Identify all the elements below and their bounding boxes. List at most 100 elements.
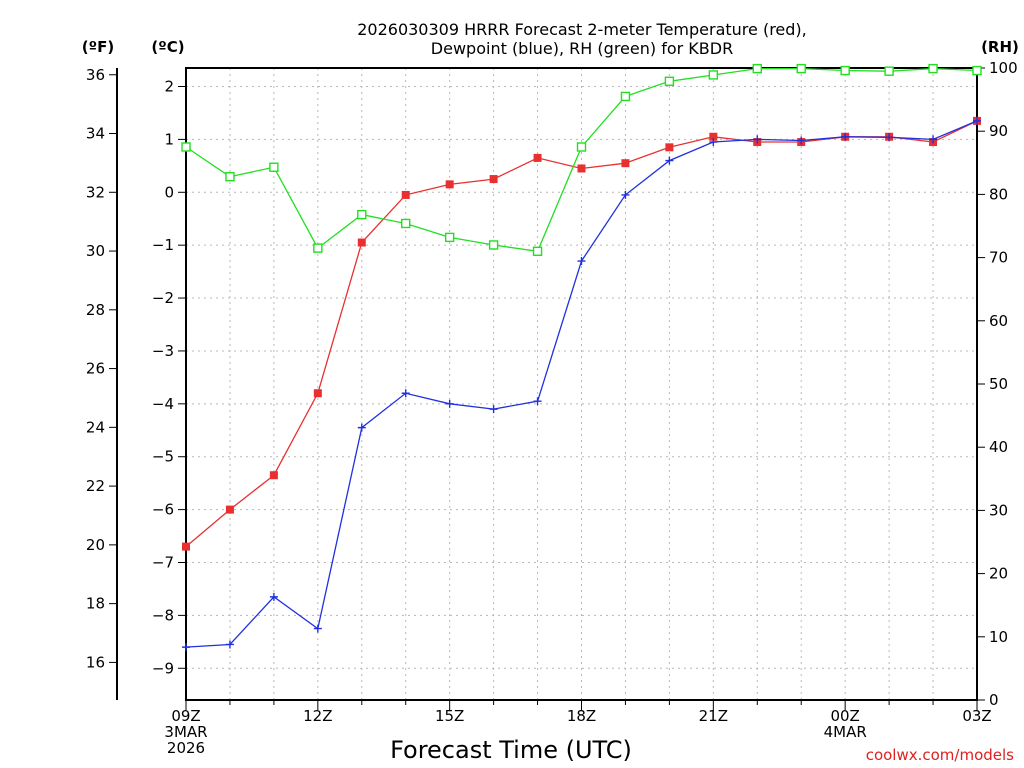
dewpoint-point	[929, 135, 938, 144]
rh-point	[532, 246, 543, 256]
rh-tick-label: 0	[989, 691, 999, 709]
temperature-point	[357, 238, 366, 247]
celsius-tick-label: −4	[152, 395, 174, 413]
rh-point	[225, 172, 235, 182]
x-tick-label: 15Z	[435, 707, 464, 725]
celsius-tick-label: 2	[164, 78, 174, 96]
dewpoint-point	[753, 135, 762, 144]
fahrenheit-tick-label: 16	[86, 653, 105, 671]
rh-point	[840, 65, 850, 76]
dewpoint-point	[533, 397, 542, 406]
x-tick-label: 09Z	[171, 707, 200, 725]
fahrenheit-tick-label: 34	[86, 125, 105, 143]
rh-tick-label: 70	[989, 249, 1008, 267]
dewpoint-point	[269, 592, 278, 601]
x-tick-label: 00Z	[830, 707, 859, 725]
x-tick-label: 3MAR	[164, 723, 207, 741]
x-tick-label: 21Z	[699, 707, 728, 725]
rh-point	[444, 232, 455, 243]
temperature-point	[533, 153, 542, 162]
rh-point	[884, 66, 894, 76]
rh-point	[664, 76, 675, 86]
dewpoint-point	[577, 257, 586, 266]
fahrenheit-tick-label: 30	[86, 242, 105, 260]
x-axis-label: Forecast Time (UTC)	[390, 736, 632, 764]
x-tick-label: 18Z	[567, 707, 596, 725]
x-tick-label: 2026	[167, 739, 205, 757]
grid	[186, 68, 977, 700]
series-lines	[181, 63, 982, 652]
x-tick-label: 4MAR	[824, 723, 867, 741]
fahrenheit-tick-label: 26	[86, 360, 105, 378]
celsius-tick-label: −1	[152, 236, 174, 254]
temperature-point	[709, 132, 718, 141]
plot-frame	[185, 67, 978, 701]
celsius-tick-label: −3	[152, 342, 174, 360]
rh-tick-label: 60	[989, 312, 1008, 330]
temperature-point	[445, 180, 454, 189]
rh-tick-label: 40	[989, 438, 1008, 456]
rh-tick-label: 10	[989, 628, 1008, 646]
axes	[109, 67, 985, 710]
x-tick-label: 12Z	[303, 707, 332, 725]
temperature-point	[313, 389, 322, 398]
temperature-point	[665, 143, 674, 152]
rh-point	[708, 70, 719, 80]
dewpoint-point	[445, 399, 454, 408]
dewpoint-line	[185, 120, 978, 648]
celsius-tick-label: −7	[152, 553, 174, 571]
dewpoint-point	[665, 156, 674, 165]
celsius-tick-label: −8	[152, 606, 174, 624]
rh-point	[752, 63, 762, 74]
rh-point	[488, 240, 499, 250]
celsius-tick-label: −6	[152, 501, 174, 519]
dewpoint-point	[357, 423, 366, 432]
x-tick-label: 03Z	[962, 707, 991, 725]
celsius-tick-label: −5	[152, 448, 174, 466]
fahrenheit-tick-label: 36	[86, 66, 105, 84]
dewpoint-point	[709, 138, 718, 147]
fahrenheit-tick-label: 20	[86, 536, 105, 554]
y-axis-unit-rh: (RH)	[981, 38, 1019, 56]
celsius-tick-label: 0	[164, 183, 174, 201]
rh-point	[357, 209, 367, 220]
dewpoint-point	[225, 640, 234, 649]
rh-tick-label: 100	[989, 59, 1018, 77]
fahrenheit-tick-label: 22	[86, 477, 105, 495]
celsius-tick-label: −9	[152, 659, 174, 677]
temperature-point	[269, 471, 278, 480]
rh-point	[313, 243, 323, 253]
rh-point	[401, 218, 411, 229]
rh-tick-label: 50	[989, 375, 1008, 393]
temperature-point	[621, 159, 630, 168]
dewpoint-point	[841, 132, 850, 141]
dewpoint-point	[489, 405, 498, 414]
temperature-point	[182, 542, 190, 551]
tick-labels: −9 −8 −7 −6 −5 −4 −3 −2 −1 0 1 2 16 18 20 22 24 26 28 30 32 3…	[86, 59, 1018, 757]
dewpoint-point	[973, 116, 981, 125]
rh-point	[576, 142, 587, 152]
rh-point	[620, 91, 631, 102]
fahrenheit-tick-label: 24	[86, 418, 105, 436]
chart-subtitle: Dewpoint (blue), RH (green) for KBDR	[431, 39, 733, 58]
y-axis-unit-fahrenheit: (ºF)	[82, 38, 114, 56]
fahrenheit-tick-label: 32	[86, 183, 105, 201]
celsius-tick-label: −2	[152, 289, 174, 307]
dewpoint-point	[621, 190, 630, 199]
rh-tick-label: 80	[989, 185, 1008, 203]
fahrenheit-tick-label: 28	[86, 301, 105, 319]
fahrenheit-tick-label: 18	[86, 595, 105, 613]
dewpoint-point	[401, 389, 410, 398]
temperature-point	[225, 505, 234, 514]
chart-title: 2026030309 HRRR Forecast 2-meter Tempera…	[357, 20, 807, 39]
rh-point	[796, 63, 806, 74]
rh-tick-label: 90	[989, 122, 1008, 140]
temperature-point	[401, 190, 410, 199]
dewpoint-point	[313, 624, 322, 633]
y-axis-unit-celsius: (ºC)	[151, 38, 184, 56]
dewpoint-point	[182, 643, 190, 652]
rh-point	[972, 65, 982, 76]
rh-point	[269, 162, 279, 172]
rh-point	[928, 63, 938, 74]
